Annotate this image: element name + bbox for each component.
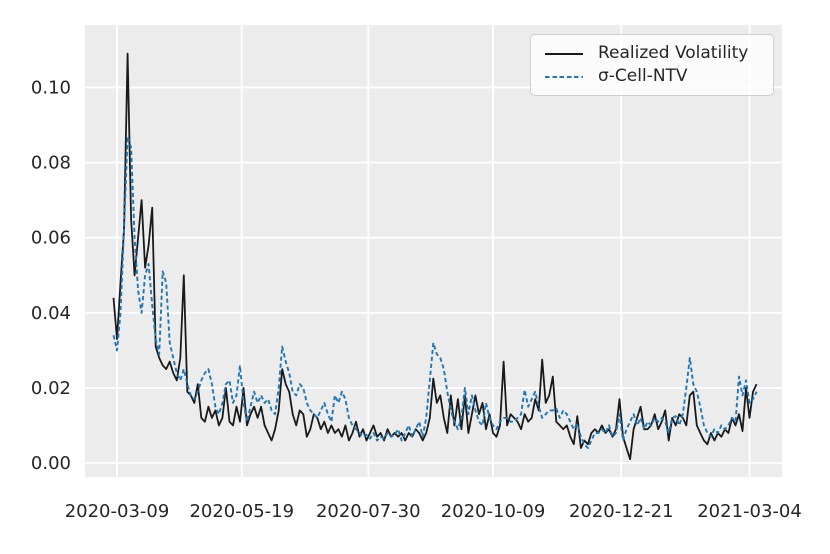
solid-line-sample: [545, 52, 583, 55]
y-tick-label: 0.06: [31, 228, 71, 249]
y-tick-label: 0.04: [31, 303, 71, 324]
legend-label-realized-volatility: Realized Volatility: [598, 43, 749, 63]
realized-volatility-line: [112, 52, 758, 461]
y-tick-label: 0.00: [31, 453, 71, 474]
y-tick-label: 0.08: [31, 153, 71, 174]
plot-area: [85, 25, 782, 477]
x-tick-label: 2020-10-09: [441, 501, 546, 522]
y-tick-label: 0.10: [31, 78, 71, 99]
x-tick-label: 2020-05-19: [189, 501, 294, 522]
x-tick-label: 2020-07-30: [316, 501, 421, 522]
dashed-line-sample: [545, 75, 583, 78]
legend-label-sigma-cell-ntv: σ-Cell-NTV: [598, 66, 688, 86]
y-tick-label: 0.02: [31, 378, 71, 399]
x-tick-label: 2020-03-09: [65, 501, 170, 522]
legend-item-sigma-cell-ntv: σ-Cell-NTV: [545, 65, 761, 88]
x-tick-label: 2021-03-04: [697, 501, 802, 522]
x-tick-label: 2020-12-21: [569, 501, 674, 522]
legend: Realized Volatility σ-Cell-NTV: [530, 34, 774, 96]
legend-item-realized-volatility: Realized Volatility: [545, 42, 761, 65]
sigma-cell-ntv-line: [112, 135, 758, 449]
